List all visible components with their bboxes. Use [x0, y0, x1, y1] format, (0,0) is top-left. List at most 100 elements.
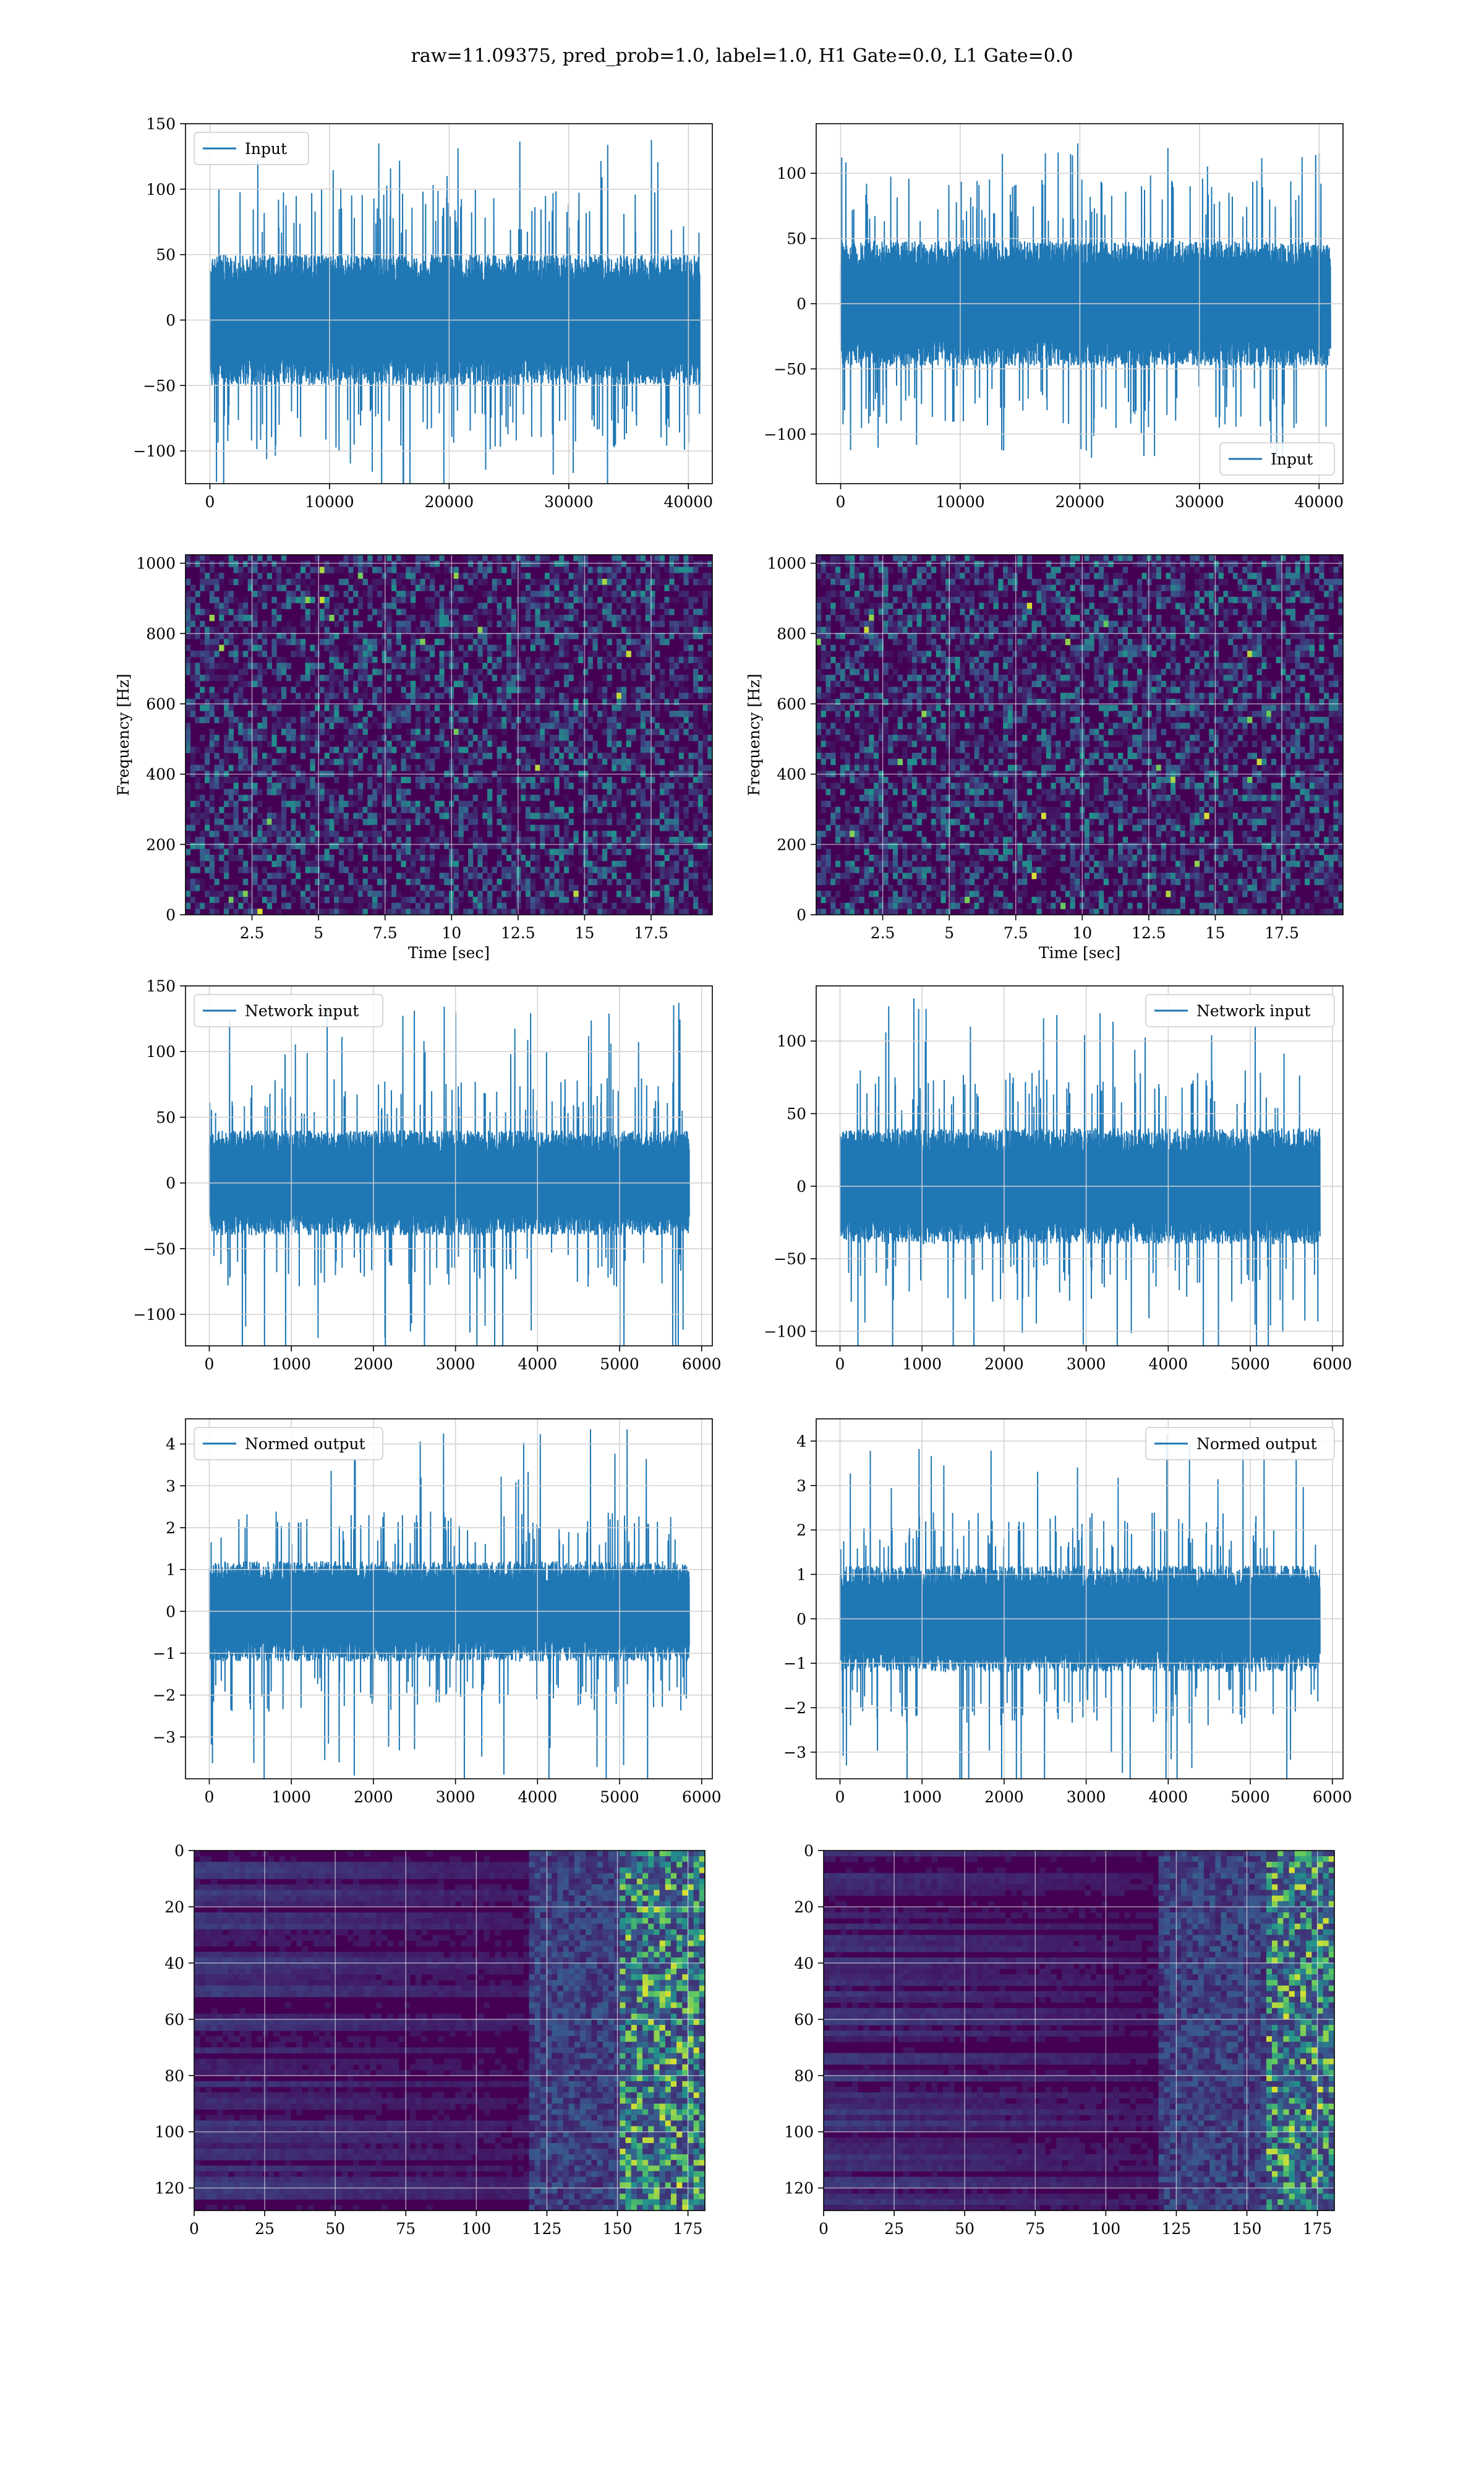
heat-cell	[607, 735, 612, 742]
heat-cell	[965, 687, 970, 693]
heat-cell	[334, 656, 339, 664]
heat-cell	[573, 891, 579, 897]
heat-cell	[463, 615, 469, 622]
heat-cell	[707, 831, 712, 837]
heat-cell	[372, 693, 378, 700]
heat-cell	[892, 555, 898, 562]
heat-cell	[592, 638, 598, 646]
heat-cell	[276, 776, 282, 784]
heat-cell	[878, 609, 884, 615]
heat-cell	[186, 560, 191, 567]
heat-cell	[816, 873, 822, 880]
heat-cell	[276, 867, 282, 873]
heat-cell	[391, 656, 397, 664]
heat-cell	[271, 789, 277, 795]
heat-cell	[582, 789, 589, 795]
heat-cell	[468, 578, 474, 586]
heat-cell	[702, 909, 708, 915]
heat-cell	[487, 747, 493, 753]
heat-cell	[430, 758, 435, 766]
heat-cell	[209, 789, 215, 795]
heat-cell	[497, 747, 502, 753]
heat-cell	[257, 555, 263, 562]
heat-cell	[563, 855, 569, 862]
heat-cell	[458, 620, 464, 627]
heat-cell	[535, 638, 540, 646]
heat-cell	[205, 747, 210, 753]
heat-cell	[607, 638, 612, 646]
heat-cell	[697, 560, 704, 567]
heat-cell	[367, 560, 373, 567]
heat-cell	[228, 704, 234, 711]
heat-cell	[916, 620, 922, 627]
heat-cell	[300, 896, 306, 904]
heat-cell	[195, 764, 200, 771]
heat-cell	[582, 704, 589, 711]
heat-cell	[592, 795, 598, 802]
heat-cell	[916, 729, 922, 735]
heat-cell	[621, 776, 627, 784]
heat-cell	[334, 800, 339, 807]
heat-cell	[621, 722, 627, 729]
heat-cell	[916, 602, 922, 609]
heat-cell	[247, 842, 253, 849]
heat-cell	[878, 584, 884, 591]
heat-cell	[209, 782, 215, 789]
heat-cell	[816, 716, 822, 724]
heat-cell	[664, 855, 670, 862]
heat-cell	[892, 860, 898, 867]
heat-cell	[707, 560, 712, 567]
heat-cell	[453, 860, 459, 867]
heat-cell	[271, 818, 277, 826]
heat-cell	[888, 651, 893, 657]
heat-cell	[916, 735, 922, 742]
heat-cell	[955, 560, 960, 567]
heat-cell	[377, 722, 383, 729]
heat-cell	[228, 596, 234, 604]
heat-cell	[544, 758, 550, 766]
heat-cell	[835, 716, 841, 724]
heat-cell	[950, 596, 956, 604]
heat-cell	[238, 573, 244, 580]
heat-cell	[511, 909, 516, 915]
heat-cell	[974, 698, 979, 706]
heat-cell	[878, 638, 884, 646]
heat-cell	[916, 782, 922, 789]
heat-cell	[974, 662, 979, 669]
heat-cell	[296, 573, 301, 580]
heat-cell	[840, 602, 845, 609]
heat-cell	[921, 902, 927, 909]
heat-cell	[582, 602, 589, 609]
heat-cell	[616, 716, 622, 724]
heat-cell	[205, 753, 210, 760]
heat-cell	[386, 555, 392, 562]
heat-cell	[859, 878, 864, 886]
heat-cell	[669, 800, 675, 807]
heat-cell	[902, 800, 908, 807]
heat-cell	[468, 698, 474, 706]
heat-cell	[659, 680, 665, 687]
heat-cell	[940, 729, 946, 735]
heat-cell	[559, 638, 565, 646]
heat-cell	[825, 662, 831, 669]
heat-cell	[324, 644, 330, 651]
heat-cell	[830, 644, 836, 651]
heat-cell	[271, 596, 277, 604]
heat-cell	[869, 813, 874, 820]
heat-cell	[607, 867, 612, 873]
heat-cell	[372, 584, 378, 591]
heat-cell	[540, 675, 545, 682]
heat-cell	[396, 740, 402, 747]
heat-cell	[406, 824, 411, 831]
heat-cell	[525, 818, 531, 826]
heat-cell	[271, 567, 277, 573]
heat-cell	[267, 873, 272, 880]
heat-cell	[688, 873, 694, 880]
heat-cell	[612, 591, 617, 597]
heat-cell	[305, 716, 310, 724]
heat-cell	[396, 555, 402, 562]
heat-cell	[415, 662, 421, 669]
heat-cell	[950, 656, 956, 664]
heat-cell	[434, 567, 440, 573]
subplot-spectrogram-h1: 2.5 5 7.5 10 12.5 15 17.502004006008001000Time…	[114, 554, 713, 962]
